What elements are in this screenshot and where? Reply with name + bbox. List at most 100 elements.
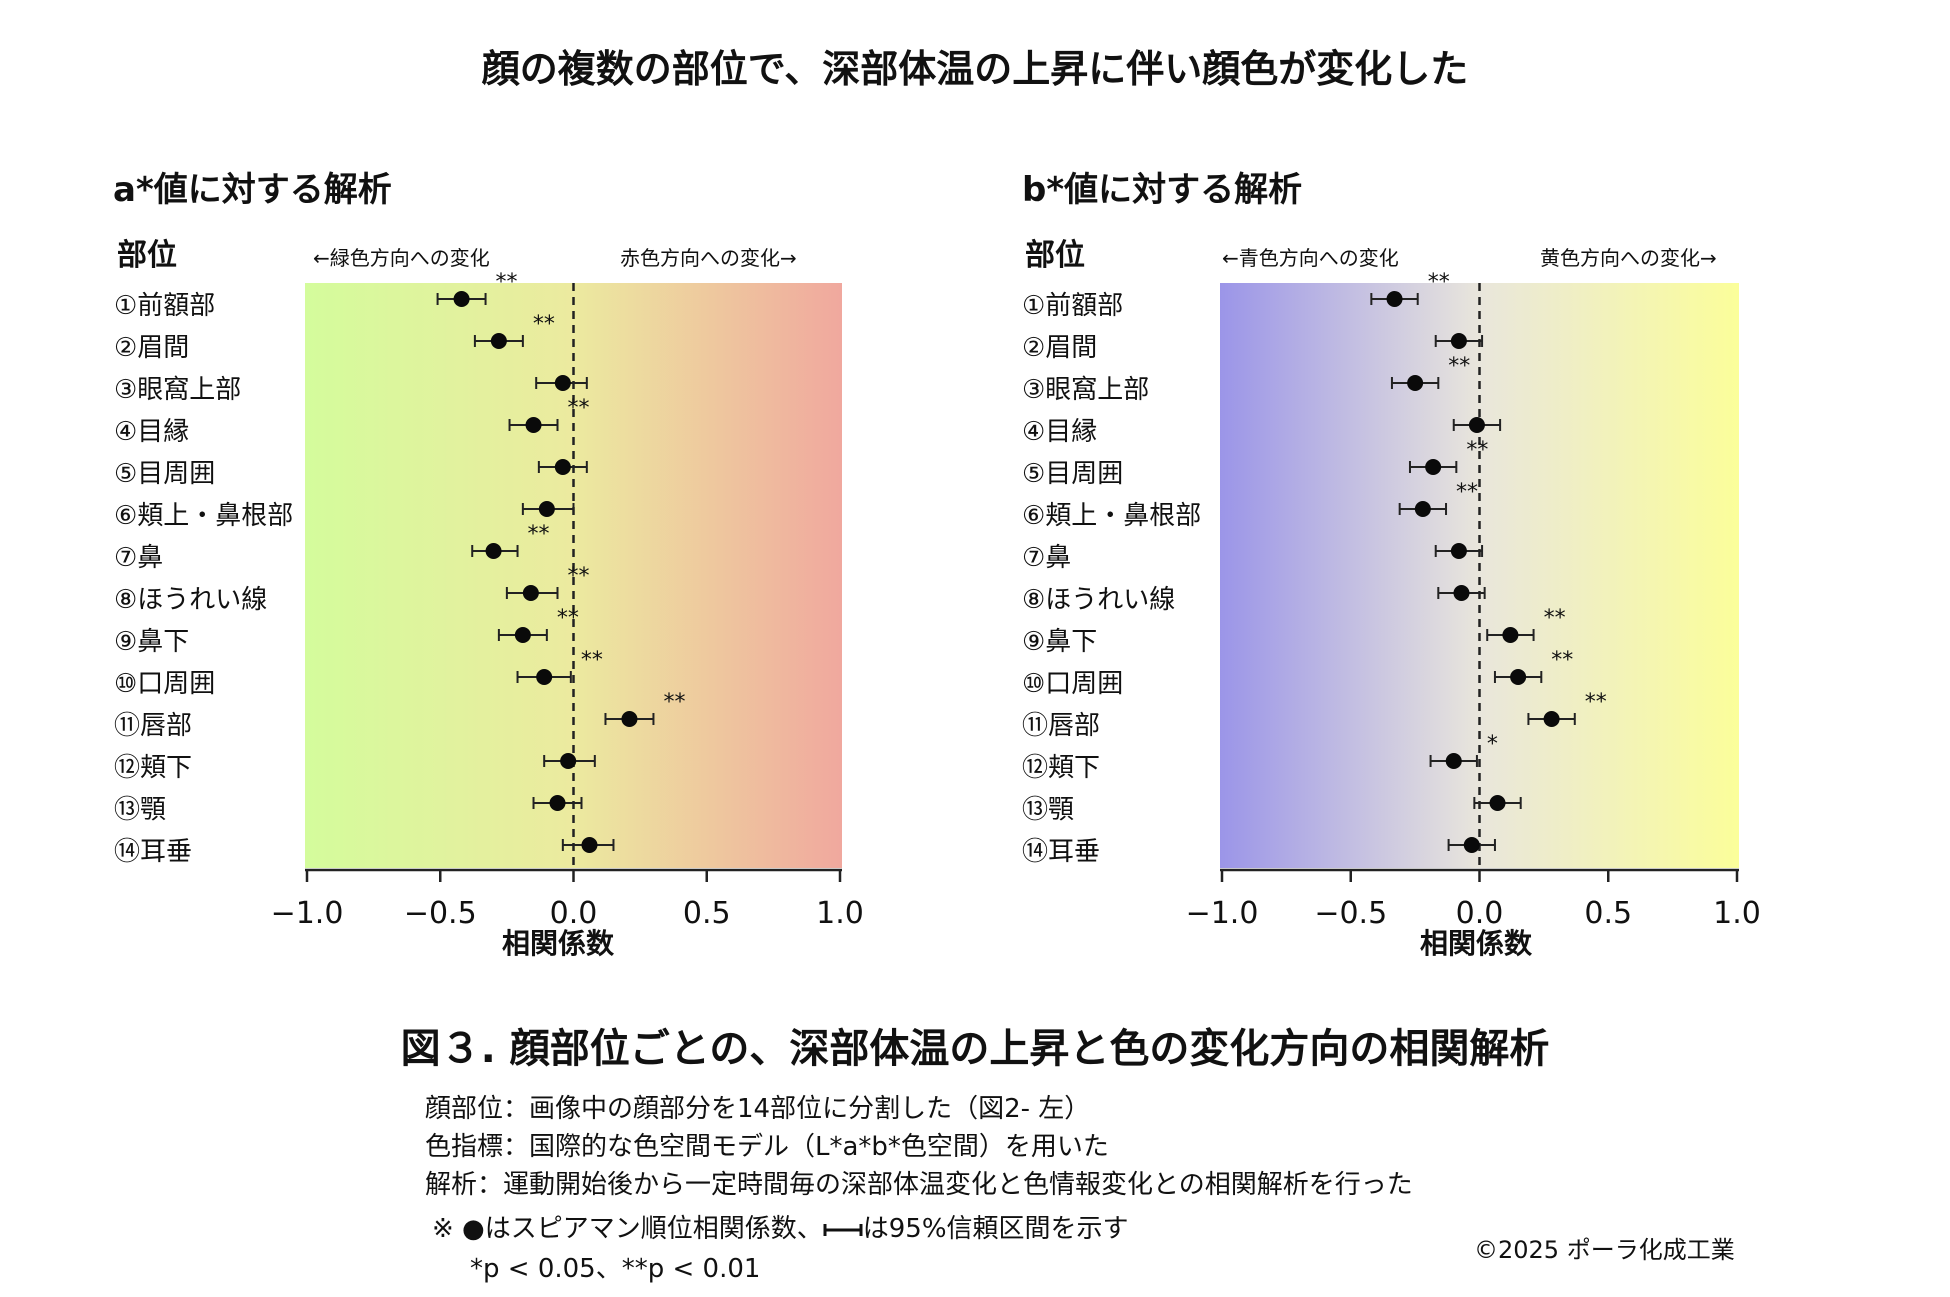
significance-mark-a: ** [557,606,579,631]
region-label: ⑭耳垂 [114,837,193,867]
region-label: ⑭耳垂 [1022,837,1101,867]
region-label: ①前額部 [1022,291,1124,321]
x-tick-label-b: 0.5 [1584,896,1632,931]
region-label: ⑫頬下 [1022,753,1101,783]
x-axis-label-b: 相関係数 [1420,927,1533,960]
note-line: 顔部位：画像中の顔部分を14部位に分割した（図2- 左） [425,1094,1091,1124]
region-label: ⑫頬下 [114,753,193,783]
data-point-b [1489,795,1506,811]
region-label: ⑧ほうれい線 [1022,585,1176,615]
data-point-b [1463,837,1480,853]
region-label: ②眉間 [1022,333,1098,363]
x-tick-label-a: 0.0 [550,896,598,931]
data-point-b [1386,291,1403,307]
direction-right-a: 赤色方向への変化→ [620,246,797,270]
region-label: ⑥頬上・鼻根部 [1022,501,1202,531]
data-point-a [453,291,470,307]
x-tick-label-a: −1.0 [271,896,344,931]
ci-bar-icon [823,1223,863,1236]
x-tick-label-a: 1.0 [816,896,864,931]
region-label: ①前額部 [114,291,216,321]
significance-mark-b: ** [1551,648,1573,673]
page-title: 顔の複数の部位で、深部体温の上昇に伴い顔色が変化した [481,47,1469,91]
region-heading-a: 部位 [117,238,177,273]
x-axis-label-a: 相関係数 [502,927,615,960]
significance-mark-a: ** [568,396,590,421]
significance-mark-b: ** [1466,438,1488,463]
data-point-b [1450,333,1467,349]
significance-note: *p < 0.05、**p < 0.01 [470,1254,761,1284]
region-label: ⑨鼻下 [1022,627,1098,657]
data-point-a [560,753,577,769]
significance-mark-b: ** [1456,480,1478,505]
data-point-a [485,543,502,559]
significance-mark-b: ** [1448,354,1470,379]
region-label: ③眼窩上部 [114,375,242,405]
data-point-b [1425,459,1442,475]
significance-mark-b: ** [1428,270,1450,295]
panel-title-a: a*値に対する解析 [113,170,392,210]
data-point-a [525,417,542,433]
data-point-b [1450,543,1467,559]
data-point-b [1445,753,1462,769]
data-point-a [522,585,539,601]
figure-caption: 図３. 顔部位ごとの、深部体温の上昇と色の変化方向の相関解析 [400,1026,1550,1072]
data-point-a [554,375,571,391]
significance-mark-a: ** [496,270,518,295]
x-tick-label-b: −0.5 [1314,896,1387,931]
data-point-a [490,333,507,349]
legend-prefix: ※ ●はスピアマン順位相関係数、 [432,1214,823,1244]
note-line: 色指標：国際的な色空間モデル（L*a*b*色空間）を用いた [425,1132,1109,1162]
region-label: ⑩口周囲 [114,669,216,699]
region-label: ⑬顎 [1022,795,1075,825]
x-tick-label-a: 0.5 [683,896,731,931]
region-label: ⑤目周囲 [1022,459,1124,489]
significance-mark-b: * [1487,732,1498,757]
direction-right-b: 黄色方向への変化→ [1540,246,1717,270]
significance-mark-b: ** [1544,606,1566,631]
region-label: ⑬顎 [114,795,167,825]
data-point-b [1543,711,1560,727]
legend-line: ※ ●はスピアマン順位相関係数、 は95%信頼区間を示す [432,1208,1129,1245]
x-tick-label-a: −0.5 [404,896,477,931]
region-label: ②眉間 [114,333,190,363]
significance-mark-a: ** [581,648,603,673]
significance-mark-a: ** [663,690,685,715]
data-point-b [1407,375,1424,391]
data-point-a [621,711,638,727]
region-label: ⑪唇部 [1022,711,1101,741]
direction-left-b: ←青色方向への変化 [1222,246,1399,270]
note-line: 解析：運動開始後から一定時間毎の深部体温変化と色情報変化との相関解析を行った [425,1170,1413,1200]
data-point-b [1468,417,1485,433]
region-label: ④目縁 [1022,417,1098,447]
significance-mark-b: ** [1585,690,1607,715]
data-point-a [514,627,531,643]
region-label: ⑨鼻下 [114,627,190,657]
data-point-a [554,459,571,475]
data-point-b [1453,585,1470,601]
region-label: ⑧ほうれい線 [114,585,268,615]
significance-mark-a: ** [528,522,550,547]
direction-left-a: ←緑色方向への変化 [313,246,490,270]
region-label: ③眼窩上部 [1022,375,1150,405]
x-tick-label-b: −1.0 [1186,896,1259,931]
region-label: ④目縁 [114,417,190,447]
data-point-a [536,669,553,685]
region-label: ⑩口周囲 [1022,669,1124,699]
data-point-a [581,837,598,853]
data-point-b [1502,627,1519,643]
data-point-b [1510,669,1527,685]
plot-background-b [1220,283,1739,868]
region-label: ⑪唇部 [114,711,193,741]
data-point-b [1414,501,1431,517]
chart-a: −1.0 −0.5 0.0 0.5 1.0****************−1.0 −0.… [271,270,1761,931]
data-point-a [538,501,555,517]
significance-mark-a: ** [533,312,555,337]
plot-background-a [305,283,842,868]
region-label: ⑥頬上・鼻根部 [114,501,294,531]
panel-title-b: b*値に対する解析 [1022,170,1303,210]
x-tick-label-b: 1.0 [1713,896,1761,931]
significance-mark-a: ** [568,564,590,589]
region-label: ⑤目周囲 [114,459,216,489]
region-heading-b: 部位 [1025,238,1085,273]
